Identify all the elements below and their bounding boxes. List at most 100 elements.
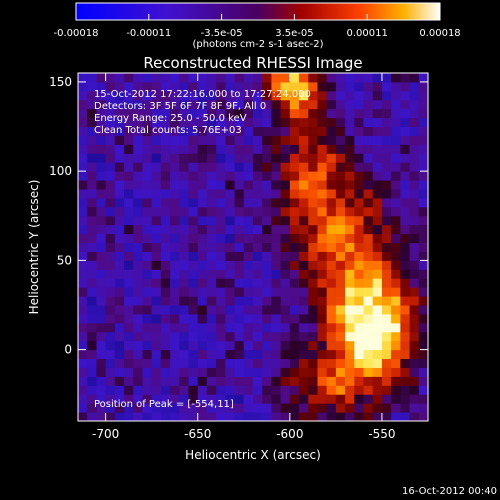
heatmap-cell [372, 233, 383, 244]
heatmap-cell [124, 215, 134, 226]
heatmap-cell [317, 126, 328, 136]
heatmap-cell [372, 135, 383, 145]
heatmap-cell [179, 296, 190, 306]
heatmap-cell [381, 206, 392, 217]
heatmap-cell [299, 403, 309, 413]
heatmap-cell [160, 189, 171, 199]
heatmap-cell [225, 180, 236, 190]
heatmap-cell [124, 376, 134, 386]
heatmap-cell [271, 144, 282, 154]
heatmap-cell [124, 153, 134, 163]
heatmap-cell [409, 367, 420, 377]
heatmap-cell [372, 358, 383, 368]
heatmap-cell [170, 197, 180, 208]
heatmap-cell [409, 126, 420, 136]
heatmap-cell [179, 162, 190, 172]
heatmap-cell [96, 180, 107, 190]
heatmap-cell [96, 162, 107, 172]
heatmap-cell [289, 251, 300, 261]
heatmap-cell [170, 269, 180, 279]
heatmap-cell [216, 224, 226, 235]
heatmap-cell [114, 126, 125, 136]
heatmap-cell [87, 394, 97, 404]
heatmap-cell [225, 251, 236, 261]
heatmap-cell [105, 331, 116, 342]
heatmap-cell [326, 313, 337, 324]
heatmap-cell [345, 81, 355, 92]
heatmap-cell [225, 349, 236, 360]
heatmap-cell [124, 108, 134, 119]
heatmap-cell [335, 260, 346, 270]
heatmap-cell [345, 403, 355, 413]
heatmap-cell [363, 126, 374, 136]
heatmap-cell [391, 153, 401, 163]
heatmap-cell [289, 197, 300, 208]
heatmap-cell [289, 403, 300, 413]
heatmap-cell [206, 376, 217, 386]
heatmap-cell [243, 278, 254, 288]
heatmap-cell [216, 144, 226, 154]
heatmap-cell [170, 403, 180, 413]
heatmap-cell [151, 215, 162, 226]
heatmap-cell [179, 171, 190, 181]
heatmap-cell [234, 322, 245, 333]
heatmap-cell [299, 117, 309, 128]
heatmap-cell [280, 215, 291, 226]
heatmap-cell [271, 367, 282, 377]
heatmap-cell [142, 313, 153, 324]
heatmap-cell [160, 313, 171, 324]
heatmap-cell [299, 108, 309, 119]
heatmap-cell [225, 153, 236, 163]
heatmap-cell [345, 99, 355, 110]
heatmap-cell [216, 367, 226, 377]
heatmap-cell [363, 340, 374, 351]
heatmap-cell [381, 305, 392, 315]
heatmap-cell [151, 305, 162, 315]
heatmap-cell [225, 117, 236, 128]
heatmap-cell [105, 224, 116, 235]
heatmap-cell [179, 90, 190, 101]
heatmap-cell [335, 108, 346, 119]
heatmap-cell [160, 126, 171, 136]
heatmap-cell [345, 313, 355, 324]
heatmap-cell [151, 117, 162, 128]
heatmap-cell [317, 340, 328, 351]
heatmap-cell [381, 394, 392, 404]
heatmap-cell [142, 233, 153, 244]
heatmap-cell [197, 367, 208, 377]
heatmap-cell [133, 403, 143, 413]
colorbar-tick-label: 3.5e-05 [275, 28, 313, 39]
heatmap-cell [124, 117, 134, 128]
heatmap-cell [179, 144, 190, 154]
heatmap-cell [105, 376, 116, 386]
heatmap-cell [381, 269, 392, 279]
heatmap-cell [372, 224, 383, 235]
heatmap-cell [179, 313, 190, 324]
heatmap-cell [317, 331, 328, 342]
heatmap-cell [335, 81, 346, 92]
y-axis-label: Heliocentric Y (arcsec) [27, 180, 41, 315]
heatmap-cell [96, 358, 107, 368]
heatmap-cell [105, 385, 116, 395]
heatmap-cell [87, 233, 97, 244]
heatmap-cell [234, 171, 245, 181]
heatmap-cell [317, 162, 328, 172]
heatmap-cell [160, 197, 171, 208]
heatmap-cell [335, 126, 346, 136]
heatmap-cell [87, 108, 97, 119]
heatmap-cell [409, 394, 420, 404]
heatmap-cell [225, 215, 236, 226]
heatmap-cell [133, 313, 143, 324]
heatmap-cell [87, 206, 97, 217]
heatmap-cell [326, 269, 337, 279]
heatmap-cell [243, 385, 254, 395]
heatmap-cell [326, 305, 337, 315]
heatmap-cell [354, 331, 365, 342]
heatmap-cell [326, 349, 337, 360]
heatmap-cell [409, 412, 420, 421]
heatmap-cell [188, 171, 199, 181]
heatmap-cell [363, 376, 374, 386]
heatmap-cell [179, 349, 190, 360]
heatmap-cell [308, 153, 318, 163]
heatmap-cell [363, 296, 374, 306]
